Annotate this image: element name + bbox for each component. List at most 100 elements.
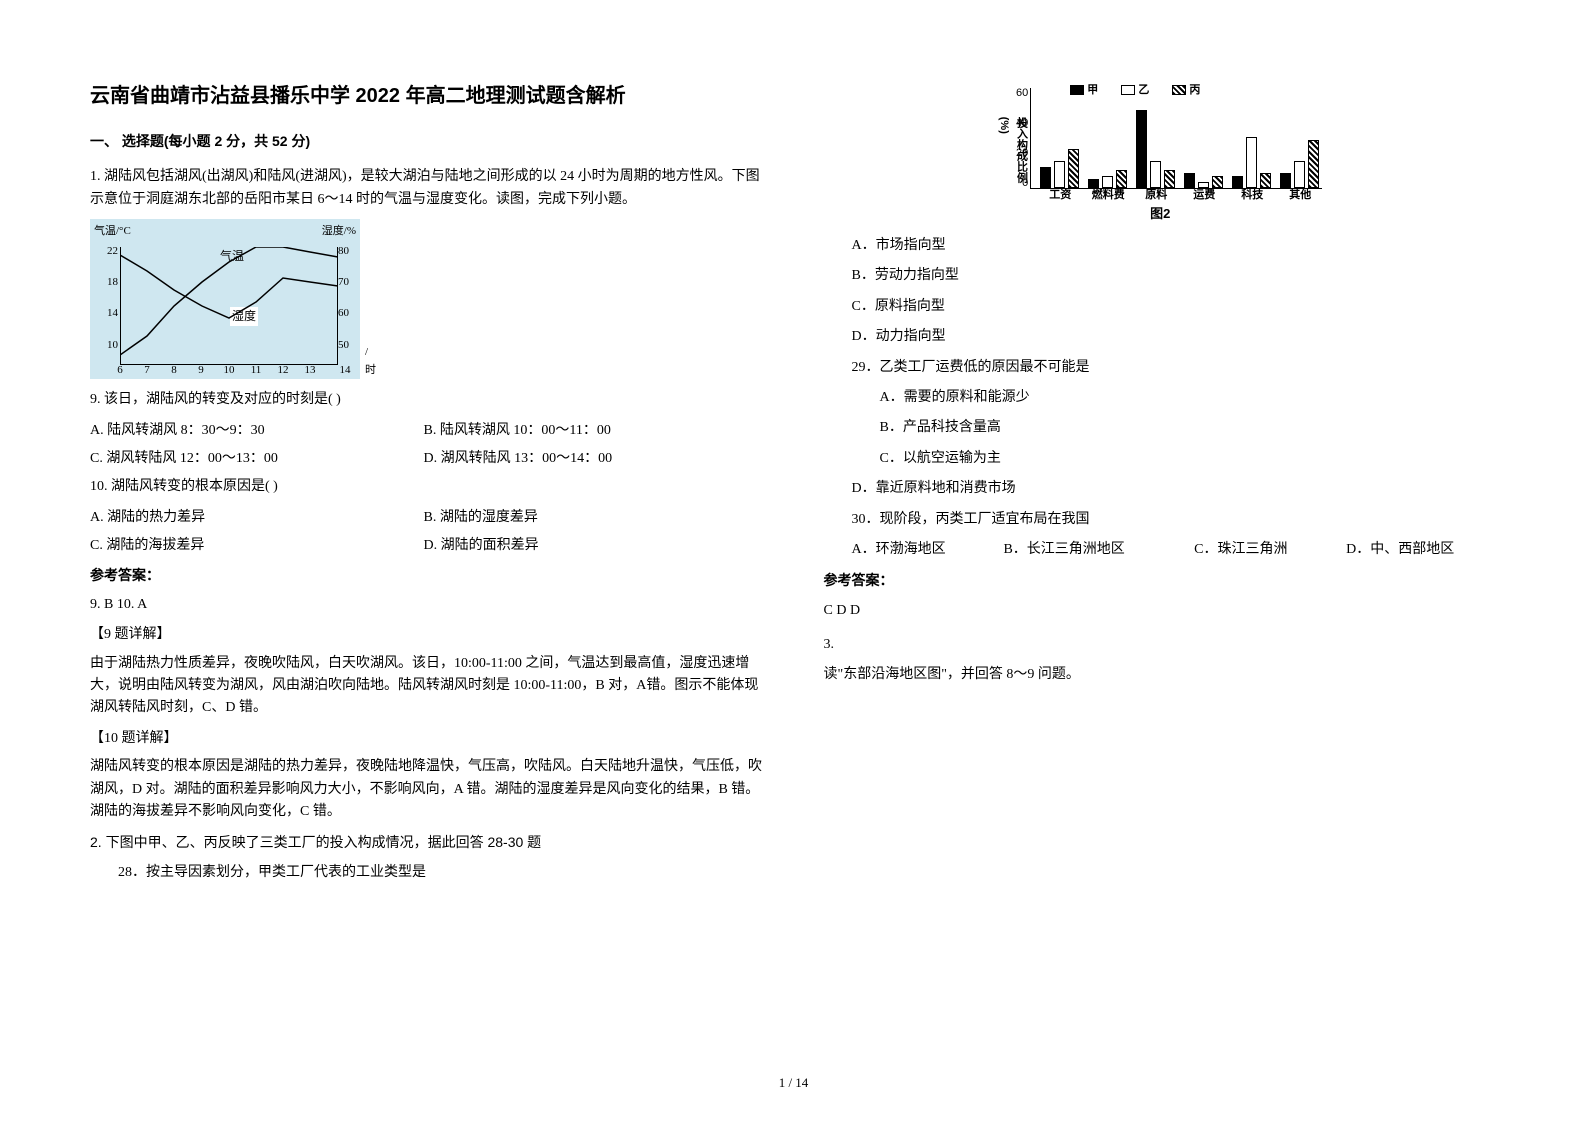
chart-2-yt-40: 40 [1012, 115, 1028, 133]
left-column: 云南省曲靖市沾益县播乐中学 2022 年高二地理测试题含解析 一、 选择题(每小… [90, 80, 764, 892]
q3-label: 3. [824, 634, 1498, 656]
q2-sub28-opt-d: D．动力指向型 [824, 326, 1498, 348]
bar-4-a [1232, 176, 1243, 188]
legend-swatch-a [1070, 85, 1084, 95]
chart-1-svg [120, 247, 338, 365]
chart-2-legend-c: 丙 [1172, 84, 1210, 96]
q2-ans-label: 参考答案： [824, 569, 1498, 591]
right-column: 甲 乙 丙 投入构成比例(%) 0 20 40 60 [824, 80, 1498, 892]
chart-1-yr-50: 50 [338, 337, 358, 355]
legend-label-c: 丙 [1189, 84, 1200, 96]
q2-sub30-opts: A．环渤海地区 B．长江三角洲地区 C．珠江三角洲 D．中、西部地区 [824, 539, 1498, 561]
chart-1-yr-80: 80 [338, 243, 358, 261]
q1-sub10-opt-c: C. 湖陆的海拔差异 [90, 535, 420, 557]
chart-2-yt-20: 20 [1012, 145, 1028, 163]
q1-sub9-row1: A. 陆风转湖风 8：30～9：30 B. 陆风转湖风 10：00～11：00 [90, 420, 764, 442]
q2-sub29-opt-a: A．需要的原料和能源少 [824, 387, 1498, 409]
q1-ans-label: 参考答案： [90, 564, 764, 586]
q1-detail10-body: 湖陆风转变的根本原因是湖陆的热力差异，夜晚陆地降温快，气压高，吹陆风。白天陆地升… [90, 756, 764, 823]
q1-sub9-opt-b: B. 陆风转湖风 10：00～11：00 [424, 420, 754, 442]
chart-1-right-axis-title: 湿度/% [322, 223, 356, 241]
chart-2-cat-1: 燃料费 [1092, 187, 1125, 205]
chart-2-cat-2: 原料 [1145, 187, 1167, 205]
q1-detail9-head: 【9 题详解】 [90, 624, 764, 646]
bar-2-c [1164, 170, 1175, 188]
q1-ans: 9. B 10. A [90, 594, 764, 616]
q1-sub10-opt-a: A. 湖陆的热力差异 [90, 507, 420, 529]
chart-2-legend-b: 乙 [1121, 84, 1159, 96]
chart-1-temp-line [120, 247, 338, 355]
bar-5-a [1280, 173, 1291, 188]
bar-1-b [1102, 176, 1113, 188]
legend-swatch-c [1172, 85, 1186, 95]
q2-sub28-opt-b: B．劳动力指向型 [824, 265, 1498, 287]
chart-1-yl-22: 22 [94, 243, 118, 261]
chart-2-yt-0: 0 [1012, 175, 1028, 193]
page-number: 1 / 14 [779, 1073, 809, 1094]
q1-sub10-row1: A. 湖陆的热力差异 B. 湖陆的湿度差异 [90, 507, 764, 529]
chart-2-cat-4: 科技 [1241, 187, 1263, 205]
chart-1-yr-60: 60 [338, 305, 358, 323]
bar-0-b [1054, 161, 1065, 188]
chart-1-hum-line [120, 255, 338, 318]
chart-2-yt-60: 60 [1012, 85, 1028, 103]
chart-2-cat-0: 工资 [1049, 187, 1071, 205]
bar-4-b [1246, 137, 1257, 188]
chart-1-yl-10: 10 [94, 337, 118, 355]
q2-sub30-opt-d: D．中、西部地区 [1346, 539, 1494, 561]
q1-sub9-opt-c: C. 湖风转陆风 12：00～13：00 [90, 448, 420, 470]
chart-2-y-axis [1030, 88, 1031, 189]
q2-sub29-opt-d: D．靠近原料地和消费市场 [824, 478, 1498, 500]
q2-sub28-opt-a: A．市场指向型 [824, 235, 1498, 257]
q2-intro: 2. 下图中甲、乙、丙反映了三类工厂的投入构成情况，据此回答 28-30 题 [90, 831, 764, 853]
q1-sub9-row2: C. 湖风转陆风 12：00～13：00 D. 湖风转陆风 13：00～14：0… [90, 448, 764, 470]
legend-swatch-b [1121, 85, 1135, 95]
bar-0-c [1068, 149, 1079, 188]
q2-sub29: 29．乙类工厂运费低的原因最不可能是 [824, 357, 1498, 379]
chart-2-investment: 甲 乙 丙 投入构成比例(%) 0 20 40 60 [990, 80, 1330, 225]
bar-1-c [1116, 170, 1127, 188]
legend-label-b: 乙 [1138, 84, 1149, 96]
q2-ans: C D D [824, 600, 1498, 622]
chart-2-caption: 图2 [1150, 204, 1170, 225]
q1-sub10-opt-d: D. 湖陆的面积差异 [424, 535, 754, 557]
q1-sub10-opt-b: B. 湖陆的湿度差异 [424, 507, 754, 529]
page-container: 云南省曲靖市沾益县播乐中学 2022 年高二地理测试题含解析 一、 选择题(每小… [0, 0, 1587, 932]
chart-2-legend: 甲 乙 丙 [1070, 82, 1220, 100]
exam-title: 云南省曲靖市沾益县播乐中学 2022 年高二地理测试题含解析 [90, 80, 764, 112]
q1-sub10: 10. 湖陆风转变的根本原因是( ) [90, 476, 764, 498]
q1-sub9: 9. 该日，湖陆风的转变及对应的时刻是( ) [90, 389, 764, 411]
q1-sub9-opt-d: D. 湖风转陆风 13：00～14：00 [424, 448, 754, 470]
chart-2-x-axis [1030, 188, 1322, 189]
bar-0-a [1040, 167, 1051, 188]
chart-1-yl-14: 14 [94, 305, 118, 323]
bar-2-a [1136, 110, 1147, 188]
q2-sub30: 30．现阶段，丙类工厂适宜布局在我国 [824, 509, 1498, 531]
q1-detail9-body: 由于湖陆热力性质差异，夜晚吹陆风，白天吹湖风。该日，10:00-11:00 之间… [90, 653, 764, 720]
q2-sub30-opt-a: A．环渤海地区 [852, 539, 1000, 561]
chart-1-x-14: 14 [340, 362, 351, 380]
q1-sub10-row2: C. 湖陆的海拔差异 D. 湖陆的面积差异 [90, 535, 764, 557]
bar-5-b [1294, 161, 1305, 188]
q2-sub30-opt-c: C．珠江三角洲 [1194, 539, 1342, 561]
q3-intro: 读"东部沿海地区图"，并回答 8～9 问题。 [824, 664, 1498, 686]
q1-intro: 1. 湖陆风包括湖风(出湖风)和陆风(进湖风)，是较大湖泊与陆地之间形成的以 2… [90, 166, 764, 211]
q2-sub28: 28．按主导因素划分，甲类工厂代表的工业类型是 [90, 862, 764, 884]
chart-1-left-axis-title: 气温/°C [94, 223, 131, 241]
bar-3-a [1184, 173, 1195, 188]
legend-label-a: 甲 [1087, 84, 1098, 96]
bar-3-c [1212, 176, 1223, 188]
bar-5-c [1308, 140, 1319, 188]
q2-sub29-opt-b: B．产品科技含量高 [824, 417, 1498, 439]
chart-1-yl-18: 18 [94, 274, 118, 292]
chart-1-temp-humidity: 气温/°C 湿度/% 22 18 14 10 80 70 60 50 6 7 8… [90, 219, 360, 379]
q2-sub29-opt-c: C．以航空运输为主 [824, 448, 1498, 470]
bar-2-b [1150, 161, 1161, 188]
chart-1-yr-70: 70 [338, 274, 358, 292]
chart-2-cat-3: 运费 [1193, 187, 1215, 205]
chart-2-legend-a: 甲 [1070, 84, 1108, 96]
q2-sub28-opt-c: C．原料指向型 [824, 296, 1498, 318]
q2-sub30-opt-b: B．长江三角洲地区 [1003, 539, 1190, 561]
bar-4-c [1260, 173, 1271, 188]
chart-2-cat-5: 其他 [1289, 187, 1311, 205]
